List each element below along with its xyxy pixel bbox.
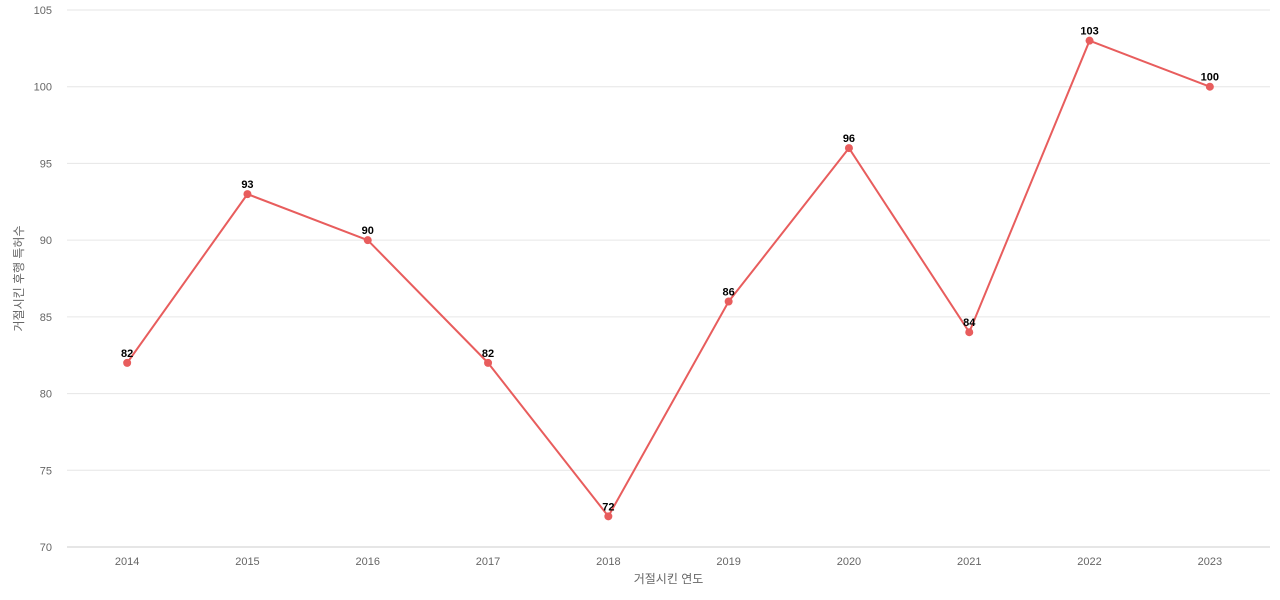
grid-lines <box>67 9 1270 471</box>
x-tick-label: 2019 <box>716 556 740 568</box>
y-tick-label: 105 <box>34 5 52 17</box>
data-label: 90 <box>362 225 374 237</box>
data-point[interactable] <box>844 144 853 153</box>
x-axis-title: 거절시킨 연도 <box>634 572 704 586</box>
y-tick-label: 100 <box>34 82 52 94</box>
data-point[interactable] <box>123 358 132 367</box>
data-point[interactable] <box>484 358 493 367</box>
x-tick-label: 2020 <box>837 556 861 568</box>
data-label: 72 <box>602 501 614 513</box>
data-point[interactable] <box>1205 82 1214 91</box>
y-tick-label: 90 <box>40 235 52 247</box>
x-tick-label: 2016 <box>356 556 380 568</box>
data-label: 82 <box>121 348 133 360</box>
data-point[interactable] <box>1085 36 1094 45</box>
x-tick-label: 2015 <box>235 556 259 568</box>
x-tick-label: 2023 <box>1198 556 1222 568</box>
y-tick-label: 80 <box>40 389 52 401</box>
x-tick-label: 2018 <box>596 556 620 568</box>
y-tick-label: 95 <box>40 158 52 170</box>
data-label: 86 <box>723 287 735 299</box>
y-axis-title: 거절시킨 후행 특허수 <box>11 225 26 331</box>
x-axis-ticks: 2014 2015 2016 2017 2018 2019 2020 2021 2022 2023 <box>115 556 1222 568</box>
data-point[interactable] <box>243 190 252 199</box>
data-point[interactable] <box>965 328 974 337</box>
data-label: 103 <box>1080 26 1098 38</box>
data-label: 96 <box>843 133 855 145</box>
data-label: 100 <box>1201 72 1219 84</box>
data-label: 84 <box>963 317 976 329</box>
data-point[interactable] <box>604 512 613 521</box>
series-line <box>126 39 1211 518</box>
x-tick-label: 2014 <box>115 556 139 568</box>
data-label: 93 <box>241 179 253 191</box>
data-label: 82 <box>482 348 494 360</box>
x-tick-label: 2021 <box>957 556 981 568</box>
y-tick-label: 75 <box>40 465 52 477</box>
y-tick-label: 85 <box>40 312 52 324</box>
data-point[interactable] <box>363 236 372 245</box>
y-tick-label: 70 <box>40 542 52 554</box>
x-tick-label: 2022 <box>1077 556 1101 568</box>
y-axis-ticks: 70 75 80 85 90 95 100 105 <box>34 5 52 554</box>
data-point[interactable] <box>724 297 733 306</box>
series-group: 82 93 90 82 72 86 96 84 103 100 <box>121 26 1219 521</box>
x-tick-label: 2017 <box>476 556 500 568</box>
